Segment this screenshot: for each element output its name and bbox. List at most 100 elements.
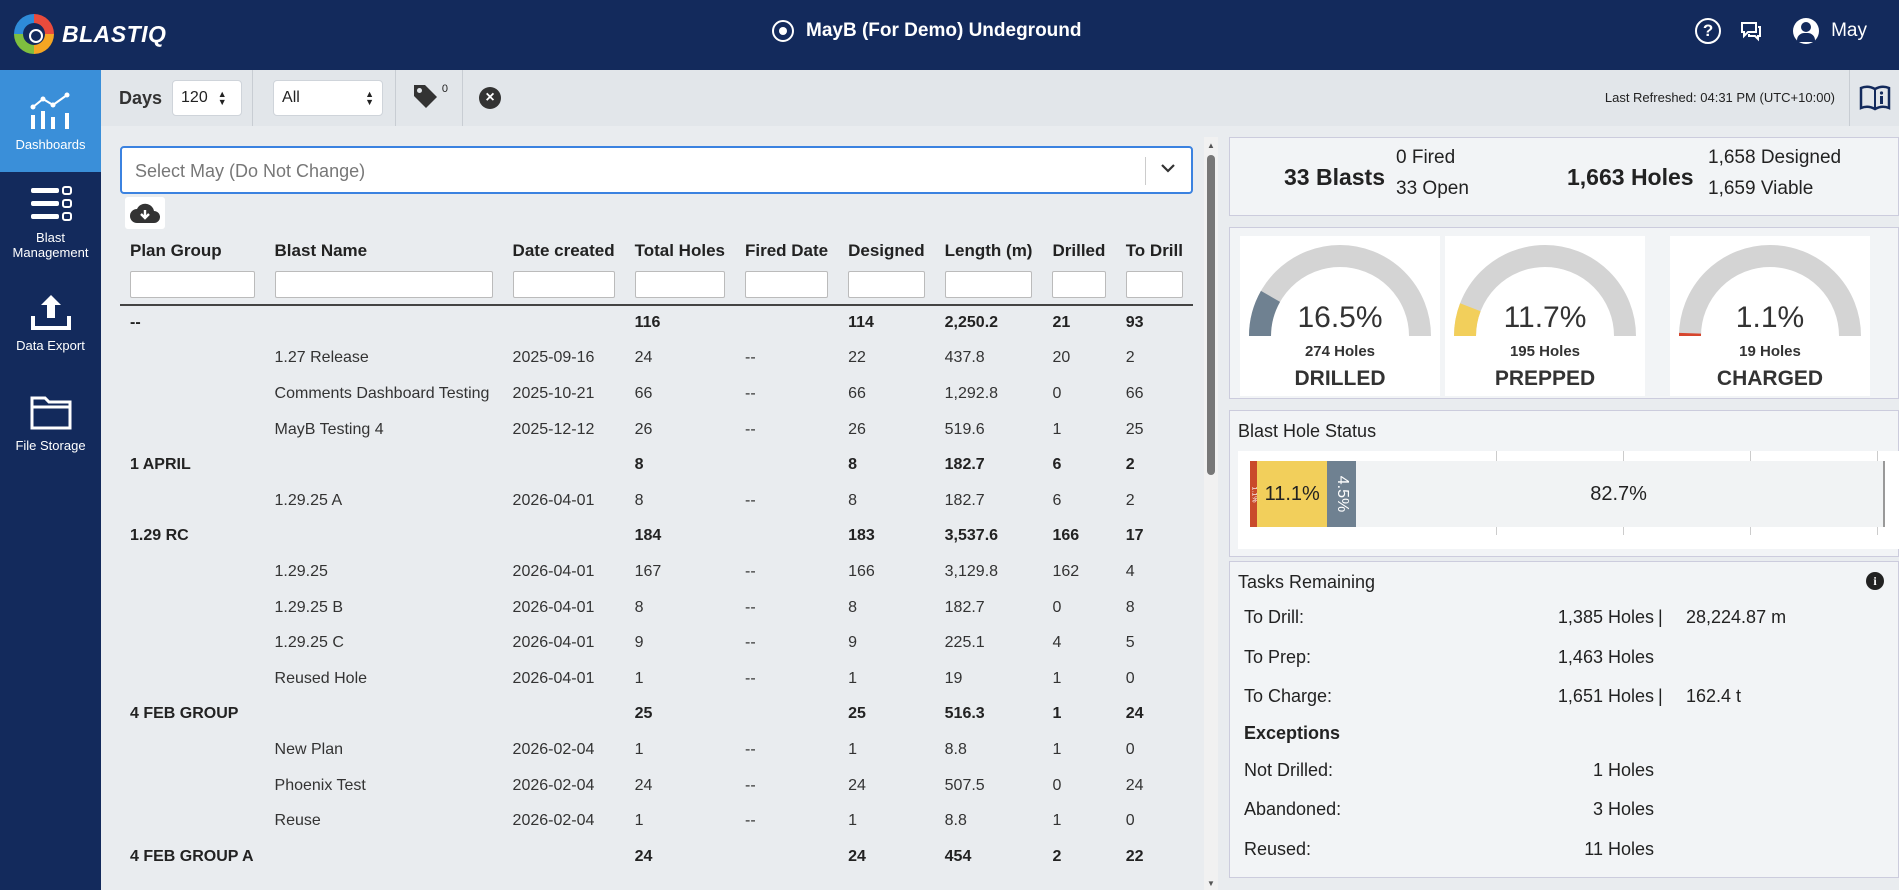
table-row[interactable]: Reused Hole 2026-04-01 1 -- 1 19 1 0	[120, 661, 1193, 697]
table-row[interactable]: 1.29.25 2026-04-01 167 -- 166 3,129.8 162 4	[120, 554, 1193, 590]
table-row[interactable]: Phoenix Test 2026-02-04 24 -- 24 507.5 0 24	[120, 768, 1193, 804]
filter-date-created-input[interactable]	[512, 271, 615, 298]
column-header[interactable]: Length (m)	[944, 241, 1033, 260]
tasks-remaining-card: Tasks Remaining i To Drill: 1,385 Holes …	[1229, 561, 1899, 878]
column-header[interactable]: Date created	[512, 241, 615, 260]
table-cell: 519.6	[944, 420, 985, 438]
exceptions-title: Exceptions	[1244, 723, 1341, 743]
tag-filter-button[interactable]: 0	[412, 83, 448, 113]
brand-logo[interactable]: BLASTIQ	[14, 14, 166, 54]
open-count: 33 Open	[1396, 178, 1469, 199]
column-header[interactable]: Fired Date	[744, 241, 829, 260]
table-cell: 2026-04-01	[512, 562, 595, 580]
gauge-percent: 1.1%	[1735, 301, 1805, 334]
filter-to-drill-input[interactable]	[1125, 271, 1183, 298]
filter-length-input[interactable]	[944, 271, 1033, 298]
table-cell: 9	[634, 634, 644, 652]
sidebar-item-file-storage[interactable]: File Storage	[0, 372, 101, 472]
column-header[interactable]: To Drill	[1125, 241, 1183, 260]
table-cell: 2	[1125, 456, 1135, 474]
status-segment[interactable]: 82.7%	[1356, 461, 1882, 527]
info-icon[interactable]: i	[1866, 572, 1884, 590]
table-cell	[120, 661, 265, 697]
sort-arrows-icon: ▲ ▼	[365, 89, 375, 107]
column-header[interactable]: Drilled	[1052, 241, 1106, 260]
table-cell: 2	[1052, 847, 1062, 865]
clear-filters-icon[interactable]: ×	[479, 87, 502, 109]
user-avatar-icon[interactable]	[1793, 18, 1820, 44]
scroll-thumb[interactable]	[1207, 155, 1215, 475]
table-cell: --	[744, 349, 756, 367]
status-select[interactable]: All ▲ ▼	[273, 80, 384, 116]
filter-fired-date-input[interactable]	[744, 271, 829, 298]
to-charge-label: To Charge:	[1244, 686, 1333, 706]
filter-drilled-input[interactable]	[1052, 271, 1106, 298]
table-cell: --	[744, 562, 756, 580]
filter-plan-group-input[interactable]	[130, 271, 255, 298]
table-cell: 66	[1125, 384, 1144, 402]
table-group-row[interactable]: -- 116 114 2,250.2 21 93	[120, 305, 1193, 341]
user-name[interactable]: May	[1831, 20, 1867, 41]
sidebar-item-dashboards[interactable]: Dashboards	[0, 70, 101, 172]
table-row[interactable]: Comments Dashboard Testing 2025-10-21 66 --…	[120, 376, 1193, 412]
table-group-row[interactable]: 4 FEB GROUP A 24 24 454 2 22	[120, 839, 1193, 875]
table-cell: 5	[1125, 634, 1135, 652]
table-cell: 0	[1125, 740, 1135, 758]
download-button[interactable]	[125, 197, 165, 229]
table-group-row[interactable]: 1.29 RC 184 183 3,537.6 166 17	[120, 519, 1193, 555]
column-header[interactable]: Plan Group	[130, 241, 222, 260]
scroll-up-arrow-icon[interactable]: ▲	[1207, 141, 1215, 150]
table-cell: 184	[634, 527, 662, 545]
gauge-prepped-arc	[1454, 245, 1636, 337]
table-cell: 114	[848, 314, 874, 332]
table-cell: 1.27 Release	[274, 349, 369, 367]
table-row[interactable]: 1.29.25 A 2026-04-01 8 -- 8 182.7 6 2	[120, 483, 1193, 519]
table-scrollbar[interactable]: ▲ ▼	[1204, 137, 1218, 890]
table-row[interactable]: New Plan 2026-02-04 1 -- 1 8.8 1 0	[120, 732, 1193, 768]
status-segment[interactable]: 11.1%	[1256, 461, 1328, 527]
progress-gauges-card: 16.5% 274 Holes DRILLED 11.7% 195 Holes …	[1229, 227, 1899, 399]
table-cell	[735, 697, 838, 733]
table-row[interactable]: Reuse 2026-02-04 1 -- 1 8.8 1 0	[120, 803, 1193, 839]
table-cell: 8	[634, 456, 644, 474]
scroll-down-arrow-icon[interactable]: ▼	[1207, 879, 1215, 888]
table-cell: 1.29.25 C	[274, 634, 344, 652]
column-header[interactable]: Designed	[848, 241, 925, 260]
guide-book-icon[interactable]	[1849, 70, 1899, 126]
to-drill-holes: 1,385 Holes	[1557, 607, 1654, 627]
table-cell: 4 FEB GROUP	[130, 705, 239, 723]
table-cell: 182.7	[944, 598, 985, 616]
to-drill-length: 28,224.87 m	[1686, 607, 1787, 627]
column-header[interactable]: Blast Name	[274, 241, 368, 260]
select-placeholder: Select May (Do Not Change)	[135, 161, 366, 181]
table-cell	[503, 839, 625, 875]
table-row[interactable]: 1.27 Release 2025-09-16 24 -- 22 437.8 20 2	[120, 341, 1193, 377]
status-segment[interactable]: 4.5%	[1327, 461, 1357, 527]
days-value: 120	[181, 89, 208, 106]
sidebar-item-label: Data Export	[16, 337, 85, 353]
filter-total-holes-input[interactable]	[634, 271, 725, 298]
status-segment[interactable]: 1.1%	[1250, 461, 1257, 527]
help-icon[interactable]: ?	[1695, 18, 1722, 44]
logo-icon	[14, 14, 54, 54]
filter-designed-input[interactable]	[848, 271, 925, 298]
sidebar-item-data-export[interactable]: Data Export	[0, 272, 101, 372]
table-cell: 9	[848, 634, 858, 652]
table-row[interactable]: MayB Testing 4 2025-12-12 26 -- 26 519.6 1 25	[120, 412, 1193, 448]
filter-blast-name-input[interactable]	[274, 271, 493, 298]
column-header[interactable]: Total Holes	[634, 241, 725, 260]
gauge-label: PREPPED	[1494, 367, 1596, 390]
table-row[interactable]: 1.29.25 C 2026-04-01 9 -- 9 225.1 4 5	[120, 625, 1193, 661]
table-group-row[interactable]: 1 APRIL 8 8 182.7 6 2	[120, 447, 1193, 483]
sidebar-item-blast-management[interactable]: Blast Management	[0, 172, 101, 272]
table-cell: 8.8	[944, 812, 967, 830]
table-row[interactable]: 1.29.25 B 2026-04-01 8 -- 8 182.7 0 8	[120, 590, 1193, 626]
feedback-icon[interactable]	[1739, 19, 1763, 43]
days-select[interactable]: 120 ▲ ▼	[172, 80, 243, 116]
table-group-row[interactable]: 4 FEB GROUP 25 25 516.3 1 24	[120, 697, 1193, 733]
chevron-down-icon[interactable]	[1159, 159, 1177, 182]
user-select-dropdown[interactable]: Select May (Do Not Change)	[120, 146, 1193, 194]
site-selector[interactable]: MayB (For Demo) Undeground	[772, 20, 1082, 42]
table-cell: --	[744, 669, 756, 687]
table-cell: 8	[1125, 598, 1135, 616]
